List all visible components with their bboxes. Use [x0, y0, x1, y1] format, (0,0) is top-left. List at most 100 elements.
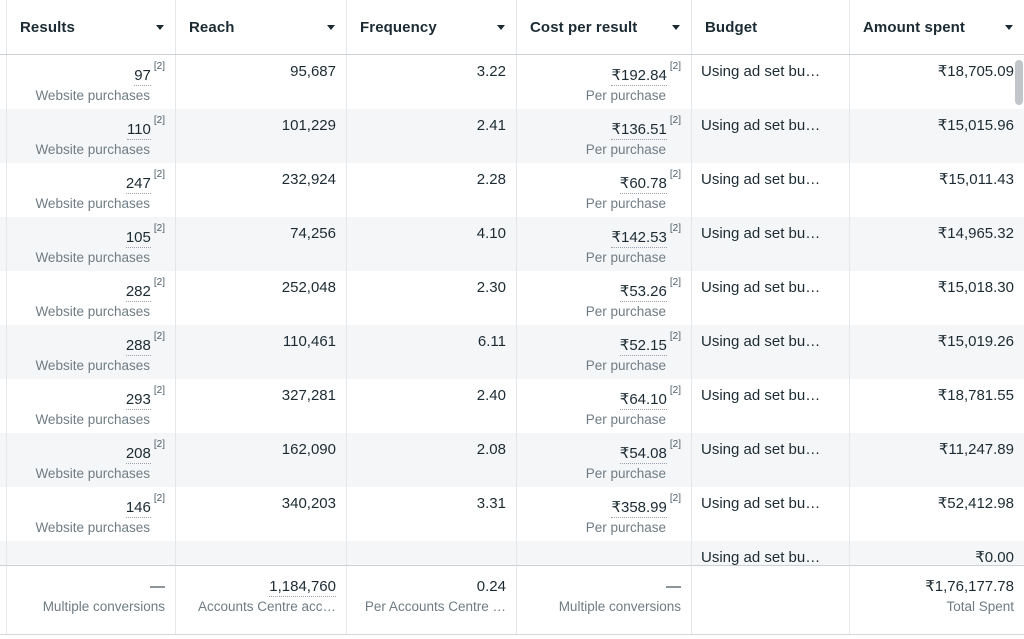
results-value[interactable]: 146	[125, 499, 151, 518]
reach-value: 232,924	[281, 171, 336, 188]
budget-cell: Using ad set bu…	[692, 433, 850, 487]
cost-cell: ₹52.15[2] Per purchase	[517, 325, 692, 379]
results-sublabel: Website purchases	[35, 196, 150, 211]
column-header-frequency[interactable]: Frequency	[347, 0, 517, 54]
frequency-value: 2.28	[476, 171, 506, 188]
cost-sublabel: Per purchase	[585, 304, 666, 319]
amount-spent-cell: ₹15,019.26	[850, 325, 1024, 379]
cost-sublabel: Per purchase	[585, 412, 666, 427]
reach-cell: 74,256	[176, 217, 347, 271]
table-header: Results Reach Frequency Cost per result …	[0, 0, 1024, 55]
cost-value[interactable]: ₹64.10	[619, 391, 667, 410]
chevron-down-icon[interactable]	[1005, 24, 1013, 30]
amount-spent-value: ₹15,018.30	[937, 279, 1014, 296]
results-value[interactable]: 97	[134, 67, 151, 86]
amount-total-value: ₹1,76,177.78	[925, 578, 1014, 595]
frequency-value: 2.41	[476, 117, 506, 134]
cost-sublabel: Per purchase	[585, 520, 666, 535]
cost-sublabel: Per purchase	[585, 196, 666, 211]
amount-spent-value: ₹18,781.55	[937, 387, 1014, 404]
chevron-down-icon[interactable]	[327, 24, 335, 30]
frequency-value: 4.10	[476, 225, 506, 242]
chevron-down-icon[interactable]	[497, 24, 505, 30]
cost-value[interactable]: ₹52.15	[619, 337, 667, 356]
cost-cell	[517, 541, 692, 565]
results-sublabel: Website purchases	[35, 142, 150, 157]
budget-value: Using ad set bu…	[701, 495, 821, 512]
amount-spent-cell: ₹18,705.09	[850, 55, 1024, 109]
table-row: 247[2] Website purchases 232,924 2.28 ₹6…	[0, 163, 1024, 217]
results-value[interactable]: 208	[125, 445, 151, 464]
reach-value: 110,461	[282, 333, 336, 350]
reach-cell	[176, 541, 347, 565]
results-value[interactable]: 293	[125, 391, 151, 410]
footnote-ref: [2]	[669, 385, 681, 396]
table-row-partial: Using ad set bu… ₹0.00	[0, 541, 1024, 565]
frequency-cell: 2.28	[347, 163, 517, 217]
chevron-down-icon[interactable]	[156, 24, 164, 30]
footnote-ref: [2]	[669, 169, 681, 180]
cost-value[interactable]: ₹53.26	[619, 283, 667, 302]
cost-total-cell: — Multiple conversions	[517, 566, 692, 634]
footnote-ref: [2]	[153, 385, 165, 396]
budget-value: Using ad set bu…	[701, 549, 821, 565]
cost-value[interactable]: ₹136.51	[611, 121, 667, 140]
cost-cell: ₹54.08[2] Per purchase	[517, 433, 692, 487]
column-header-results[interactable]: Results	[7, 0, 176, 54]
cost-value[interactable]: ₹54.08	[619, 445, 667, 464]
chevron-down-icon[interactable]	[672, 24, 680, 30]
budget-value: Using ad set bu…	[701, 441, 821, 458]
reach-cell: 101,229	[176, 109, 347, 163]
budget-cell: Using ad set bu…	[692, 271, 850, 325]
footnote-ref: [2]	[669, 223, 681, 234]
amount-total-cell: ₹1,76,177.78 Total Spent	[850, 566, 1024, 634]
reach-cell: 327,281	[176, 379, 347, 433]
reach-value: 95,687	[290, 63, 336, 80]
results-cell: 97[2] Website purchases	[7, 55, 176, 109]
frequency-value: 2.40	[476, 387, 506, 404]
results-value[interactable]: 282	[125, 283, 151, 302]
table-body: 97[2] Website purchases 95,687 3.22 ₹192…	[0, 55, 1024, 541]
cost-sublabel: Per purchase	[585, 358, 666, 373]
cost-total-label: Multiple conversions	[558, 599, 681, 614]
cost-value[interactable]: ₹142.53	[611, 229, 667, 248]
table-row: 282[2] Website purchases 252,048 2.30 ₹5…	[0, 271, 1024, 325]
footnote-ref: [2]	[669, 439, 681, 450]
vertical-scrollbar-thumb[interactable]	[1015, 60, 1023, 105]
results-value[interactable]: 105	[125, 229, 151, 248]
table-row: 293[2] Website purchases 327,281 2.40 ₹6…	[0, 379, 1024, 433]
reach-total-value[interactable]: 1,184,760	[269, 578, 336, 597]
results-cell: 105[2] Website purchases	[7, 217, 176, 271]
results-sublabel: Website purchases	[35, 466, 150, 481]
column-header-reach[interactable]: Reach	[176, 0, 347, 54]
cost-value[interactable]: ₹60.78	[619, 175, 667, 194]
column-header-label: Results	[20, 18, 75, 36]
results-total-label: Multiple conversions	[42, 599, 165, 614]
table-footer-totals: — Multiple conversions 1,184,760 Account…	[0, 565, 1024, 635]
frozen-edge-spacer	[0, 541, 7, 565]
frequency-cell: 2.41	[347, 109, 517, 163]
results-cell: 247[2] Website purchases	[7, 163, 176, 217]
frozen-edge-spacer	[0, 55, 7, 109]
reach-value: 101,229	[281, 117, 336, 134]
budget-value: Using ad set bu…	[701, 63, 821, 80]
budget-cell: Using ad set bu…	[692, 325, 850, 379]
frequency-cell: 3.31	[347, 487, 517, 541]
results-value[interactable]: 288	[125, 337, 151, 356]
results-value[interactable]: 247	[125, 175, 151, 194]
budget-total-value	[692, 566, 849, 577]
footnote-ref: [2]	[153, 331, 165, 342]
frozen-edge-spacer	[0, 379, 7, 433]
cost-value[interactable]: ₹192.84	[611, 67, 667, 86]
column-header-cost-per-result[interactable]: Cost per result	[517, 0, 692, 54]
results-cell: 293[2] Website purchases	[7, 379, 176, 433]
footnote-ref: [2]	[669, 493, 681, 504]
column-header-amount-spent[interactable]: Amount spent	[850, 0, 1024, 54]
cost-value[interactable]: ₹358.99	[611, 499, 667, 518]
frequency-cell: 3.22	[347, 55, 517, 109]
budget-value: Using ad set bu…	[701, 387, 821, 404]
amount-spent-cell: ₹15,018.30	[850, 271, 1024, 325]
table-row: 208[2] Website purchases 162,090 2.08 ₹5…	[0, 433, 1024, 487]
results-value[interactable]: 110	[126, 121, 151, 140]
